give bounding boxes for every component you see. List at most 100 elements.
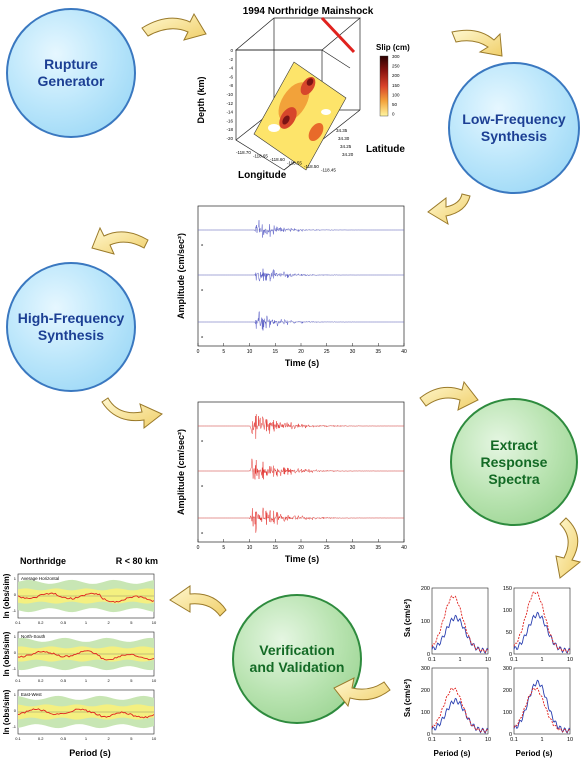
spectrum-x-tick-label: 10 — [567, 657, 573, 663]
spectrum-y-tick-label: 150 — [503, 586, 512, 592]
residual-panel-label: East-West — [21, 692, 42, 697]
residual-y-tick-label: -1 — [12, 608, 16, 613]
latitude-tick-label: 34.25 — [340, 144, 352, 149]
time-tick-label: 10 — [247, 545, 253, 551]
label: Synthesis — [37, 327, 105, 343]
residual-y-tick-label: 1 — [14, 692, 17, 697]
time-tick-label: 10 — [247, 349, 253, 355]
spectrum-x-tick-label: 1 — [540, 657, 543, 663]
trace-origin-marker: o — [201, 438, 204, 443]
residual-x-tick-label: 1 — [85, 620, 88, 625]
slip-colorbar — [379, 55, 389, 117]
verification-validation-node: Verification and Validation — [232, 594, 362, 724]
depth-tick-label: -14 — [226, 110, 233, 115]
depth-tick-label: -6 — [229, 74, 233, 79]
time-tick-label: 35 — [375, 349, 381, 355]
label: Extract — [490, 436, 538, 453]
trace-origin-marker: o — [201, 334, 204, 339]
residual-panel-label: North-South — [21, 634, 46, 639]
label: Period (s) — [69, 748, 111, 758]
time-tick-label: 15 — [272, 545, 278, 551]
simulated-spectrum-line — [513, 687, 571, 733]
arrow-lowfreq-to-traces — [427, 193, 471, 226]
residual-x-tick-label: 0.1 — [15, 736, 21, 741]
residual-x-tick-label: 0.1 — [15, 620, 21, 625]
slip-patches — [268, 76, 331, 142]
residual-x-tick-label: 5 — [130, 678, 133, 683]
label: Generator — [37, 73, 105, 89]
depth-tick-label: -4 — [229, 66, 233, 71]
depth-tick-label: -18 — [226, 127, 233, 132]
spectrum-x-tick-label: 1 — [458, 737, 461, 743]
simulated-spectrum-line — [513, 591, 571, 653]
time-tick-label: 25 — [324, 349, 330, 355]
spectrum-panel: 300 200 100 00.1 1 10 — [421, 666, 491, 743]
latitude-tick-label: 34.35 — [336, 128, 348, 133]
observed-spectrum-line — [513, 611, 571, 654]
simulated-spectrum-line — [431, 595, 489, 653]
extract-response-spectra-node: Extract Response Spectra — [450, 398, 578, 526]
longitude-tick-label: -118.45 — [321, 168, 336, 173]
trace-origin-marker: o — [201, 287, 204, 292]
spectrum-y-tick-label: 100 — [503, 608, 512, 614]
spectrum-x-tick-label: 0.1 — [428, 737, 436, 743]
longitude-tick-label: -118.65 — [253, 154, 268, 159]
label: Sa (cm/s²) — [403, 679, 412, 718]
observed-spectrum-line — [431, 614, 489, 655]
residual-x-tick-label: 10 — [152, 736, 157, 741]
residual-x-tick-label: 5 — [130, 620, 133, 625]
colorbar-tick-label: 150 — [392, 83, 400, 88]
low-frequency-traces-plot: o o o Amplitude (cm/sec²) 0 5 10 15 20 25 30 35 40… — [176, 205, 407, 368]
label: Rupture — [44, 56, 98, 72]
spectrum-y-tick-label: 50 — [506, 630, 512, 636]
latitude-tick-label: 34.30 — [338, 136, 350, 141]
label: Time (s) — [285, 358, 319, 368]
arrow-traces-to-highfreq — [91, 226, 149, 255]
spectrum-y-tick-label: 200 — [421, 688, 430, 694]
label: Amplitude (cm/sec²) — [176, 429, 186, 515]
residual-y-tick-label: -1 — [12, 724, 16, 729]
residual-x-tick-label: 0.2 — [38, 736, 44, 741]
label: and Validation — [249, 659, 345, 675]
label: Sa (cm/s²) — [403, 599, 412, 638]
spectrum-y-tick-label: 100 — [503, 710, 512, 716]
spectrum-y-tick-label: 100 — [421, 710, 430, 716]
colorbar-tick-label: 50 — [392, 102, 398, 107]
residual-y-tick-label: -1 — [12, 666, 16, 671]
label: Northridge — [20, 556, 66, 566]
residual-x-tick-label: 10 — [152, 678, 157, 683]
depth-tick-label: -2 — [229, 57, 233, 62]
label: Response — [480, 453, 548, 470]
spectrum-y-tick-label: 0 — [427, 652, 430, 658]
longitude-tick-label: -118.70 — [236, 150, 251, 155]
rupture-generator-node: Rupture Generator — [6, 8, 136, 138]
slip-map-title: 1994 Northridge Mainshock — [243, 6, 374, 17]
slip-map-3d: 1994 Northridge Mainshock Depth (km) 0 -2… — [196, 6, 410, 181]
depth-tick-label: -20 — [226, 136, 233, 141]
label: R < 80 km — [116, 556, 158, 566]
residual-panel-label: Average Horizontal — [21, 576, 59, 581]
observed-spectrum-line — [513, 679, 571, 734]
residual-x-tick-label: 0.2 — [38, 620, 44, 625]
residual-x-tick-label: 0.1 — [15, 678, 21, 683]
simulated-spectrum-line — [431, 687, 489, 733]
colorbar-tick-label: 100 — [392, 92, 400, 97]
residual-y-tick-label: 1 — [14, 576, 17, 581]
colorbar-tick-label: 300 — [392, 54, 400, 59]
residual-x-tick-label: 10 — [152, 620, 157, 625]
time-tick-label: 0 — [197, 545, 200, 551]
time-tick-label: 25 — [324, 545, 330, 551]
arrow-slip-to-lowfreq — [451, 29, 503, 57]
label: Low-Frequency — [462, 111, 566, 127]
spectrum-x-tick-label: 0.1 — [510, 737, 518, 743]
time-tick-label: 40 — [401, 349, 407, 355]
spectrum-y-tick-label: 300 — [421, 666, 430, 672]
label: Spectra — [488, 470, 540, 487]
spectrum-x-tick-label: 0.1 — [428, 657, 436, 663]
residual-y-axis-label: ln (obs/sim) — [2, 573, 11, 618]
longitude-tick-label: -118.55 — [287, 161, 302, 166]
spectrum-y-tick-label: 200 — [421, 586, 430, 592]
longitude-tick-label: -118.60 — [270, 157, 285, 162]
spectrum-x-tick-label: 1 — [458, 657, 461, 663]
